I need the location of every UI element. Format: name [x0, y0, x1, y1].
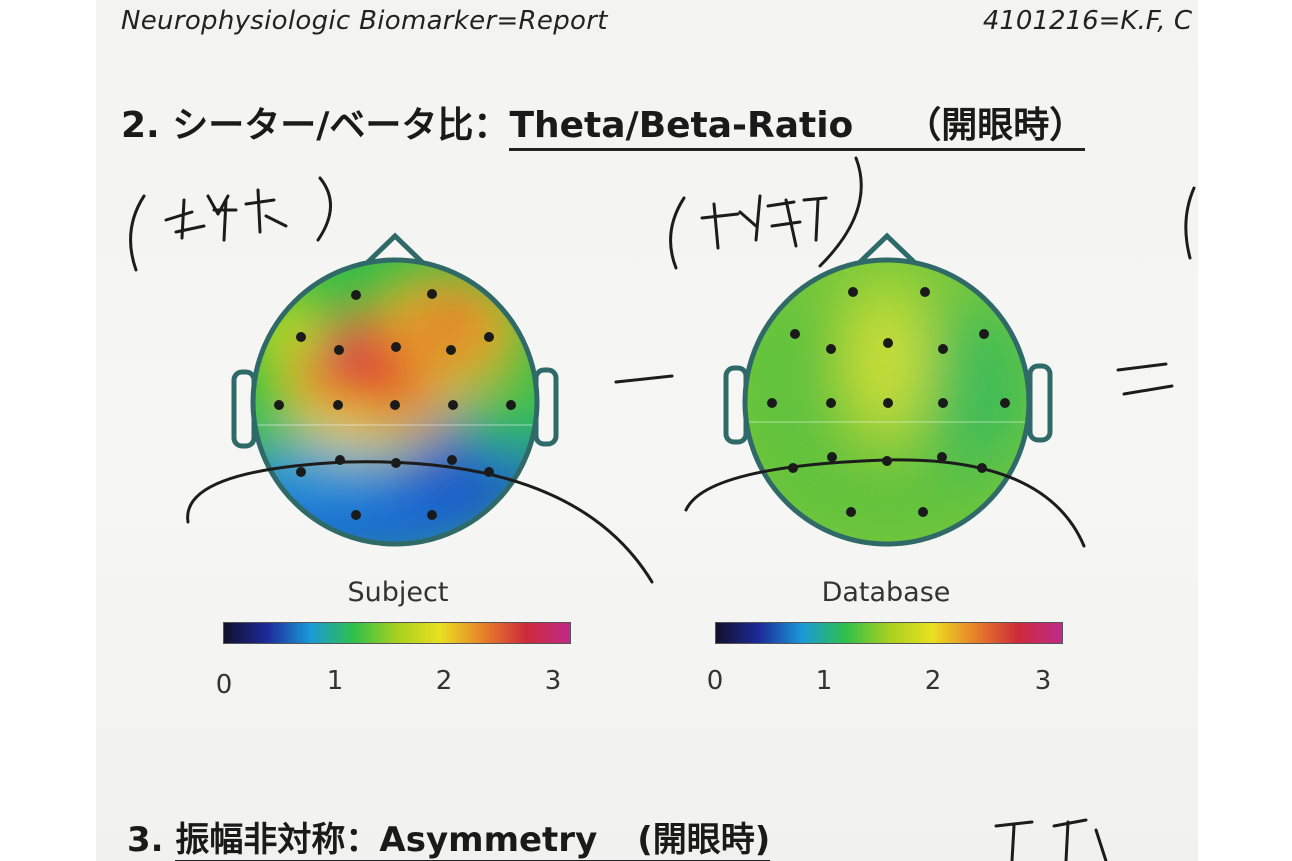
database-head-outline: [742, 257, 1032, 547]
handwritten-scribble-2: [700, 194, 828, 250]
handwritten-right-paren-2: [818, 156, 863, 268]
subject-electrode: [296, 332, 306, 342]
subject-electrode: [391, 342, 401, 352]
database-electrode: [883, 398, 893, 408]
subject-electrode: [333, 400, 343, 410]
subject-electrode: [351, 290, 361, 300]
handwritten-scribble-1: [164, 188, 288, 242]
database-electrode: [937, 452, 947, 462]
section-2-title-jp: シーター/ベータ比：: [172, 105, 510, 146]
handwritten-scribble-3: [994, 818, 1108, 861]
handwritten-left-paren-2: [669, 196, 686, 270]
subject-electrode: [296, 467, 306, 477]
database-electrode: [920, 287, 930, 297]
subject-electrode: [334, 345, 344, 355]
database-electrode: [827, 452, 837, 462]
database-electrode: [938, 398, 948, 408]
handwritten-arc-right: [684, 458, 1086, 548]
subject-colorbar-tick: 0: [215, 670, 233, 700]
database-electrode: [826, 344, 836, 354]
database-head-right-ear: [1027, 363, 1053, 443]
database-colorbar-tick: 1: [815, 666, 833, 696]
database-electrode: [938, 344, 948, 354]
subject-electrode: [448, 400, 458, 410]
section-3-heading: 3. 振幅非対称：Asymmetry (開眼時): [127, 812, 771, 861]
handwritten-left-paren-3: [1184, 186, 1196, 260]
section-2-title-en: Theta/Beta-Ratio: [509, 105, 854, 146]
subject-electrodes: [274, 289, 516, 520]
handwritten-arc-left: [186, 460, 654, 584]
database-electrode: [767, 398, 777, 408]
database-head-map: [723, 232, 1053, 547]
section-2-title-underline: Theta/Beta-Ratio （開眼時）: [509, 105, 1086, 151]
handwritten-minus-sign: [614, 374, 674, 384]
subject-electrode: [506, 400, 516, 410]
section-3-title-jp: 振幅非対称：: [175, 820, 380, 860]
database-electrode: [918, 507, 928, 517]
topomap-figure: [129, 156, 1196, 861]
subject-map-label: Subject: [347, 577, 449, 608]
subject-electrode: [351, 510, 361, 520]
section-3-condition: (開眼時): [637, 820, 771, 860]
database-colorbar-tick: 0: [706, 666, 724, 696]
database-electrode: [790, 329, 800, 339]
database-map-label: Database: [821, 577, 951, 608]
subject-colorbar-tick: 3: [544, 666, 562, 696]
section-2-condition: （開眼時）: [905, 105, 1086, 146]
subject-electrode: [447, 455, 457, 465]
database-electrode: [826, 398, 836, 408]
section-3-title-underline: 振幅非対称：Asymmetry (開眼時): [175, 820, 771, 861]
section-3-number: 3.: [127, 820, 164, 860]
section-3-title-en: Asymmetry: [379, 820, 598, 860]
subject-head-map: [231, 232, 559, 547]
database-colorbar: [715, 622, 1063, 644]
subject-heat-surface: [253, 260, 537, 544]
handwritten-marks: [129, 156, 1196, 861]
subject-electrode: [427, 289, 437, 299]
database-colorbar-tick: 2: [924, 666, 942, 696]
database-electrode: [979, 329, 989, 339]
subject-head-outline: [250, 257, 540, 547]
database-electrode: [848, 287, 858, 297]
subject-colorbar-tick: 1: [326, 666, 344, 696]
database-colorbar-tick: 3: [1034, 666, 1052, 696]
subject-colorbar: [223, 622, 571, 644]
database-electrode: [846, 507, 856, 517]
subject-electrode: [274, 400, 284, 410]
section-2-heading: 2. シーター/ベータ比：Theta/Beta-Ratio （開眼時）: [121, 96, 1086, 151]
subject-electrode: [427, 510, 437, 520]
section-2-number: 2.: [121, 105, 160, 146]
subject-electrode: [484, 332, 494, 342]
database-electrode: [1000, 398, 1010, 408]
handwritten-left-paren-1: [129, 194, 146, 272]
database-electrode: [883, 338, 893, 348]
report-title: Neurophysiologic Biomarker=Report: [121, 6, 608, 36]
handwritten-right-paren-1: [316, 176, 332, 242]
subject-electrode: [390, 400, 400, 410]
report-page: Neurophysiologic Biomarker=Report 410121…: [96, 0, 1198, 861]
patient-id: 4101216=K.F, C: [982, 6, 1192, 36]
subject-colorbar-tick: 2: [435, 666, 453, 696]
handwritten-equals-sign: [1116, 362, 1174, 396]
subject-electrode: [446, 345, 456, 355]
